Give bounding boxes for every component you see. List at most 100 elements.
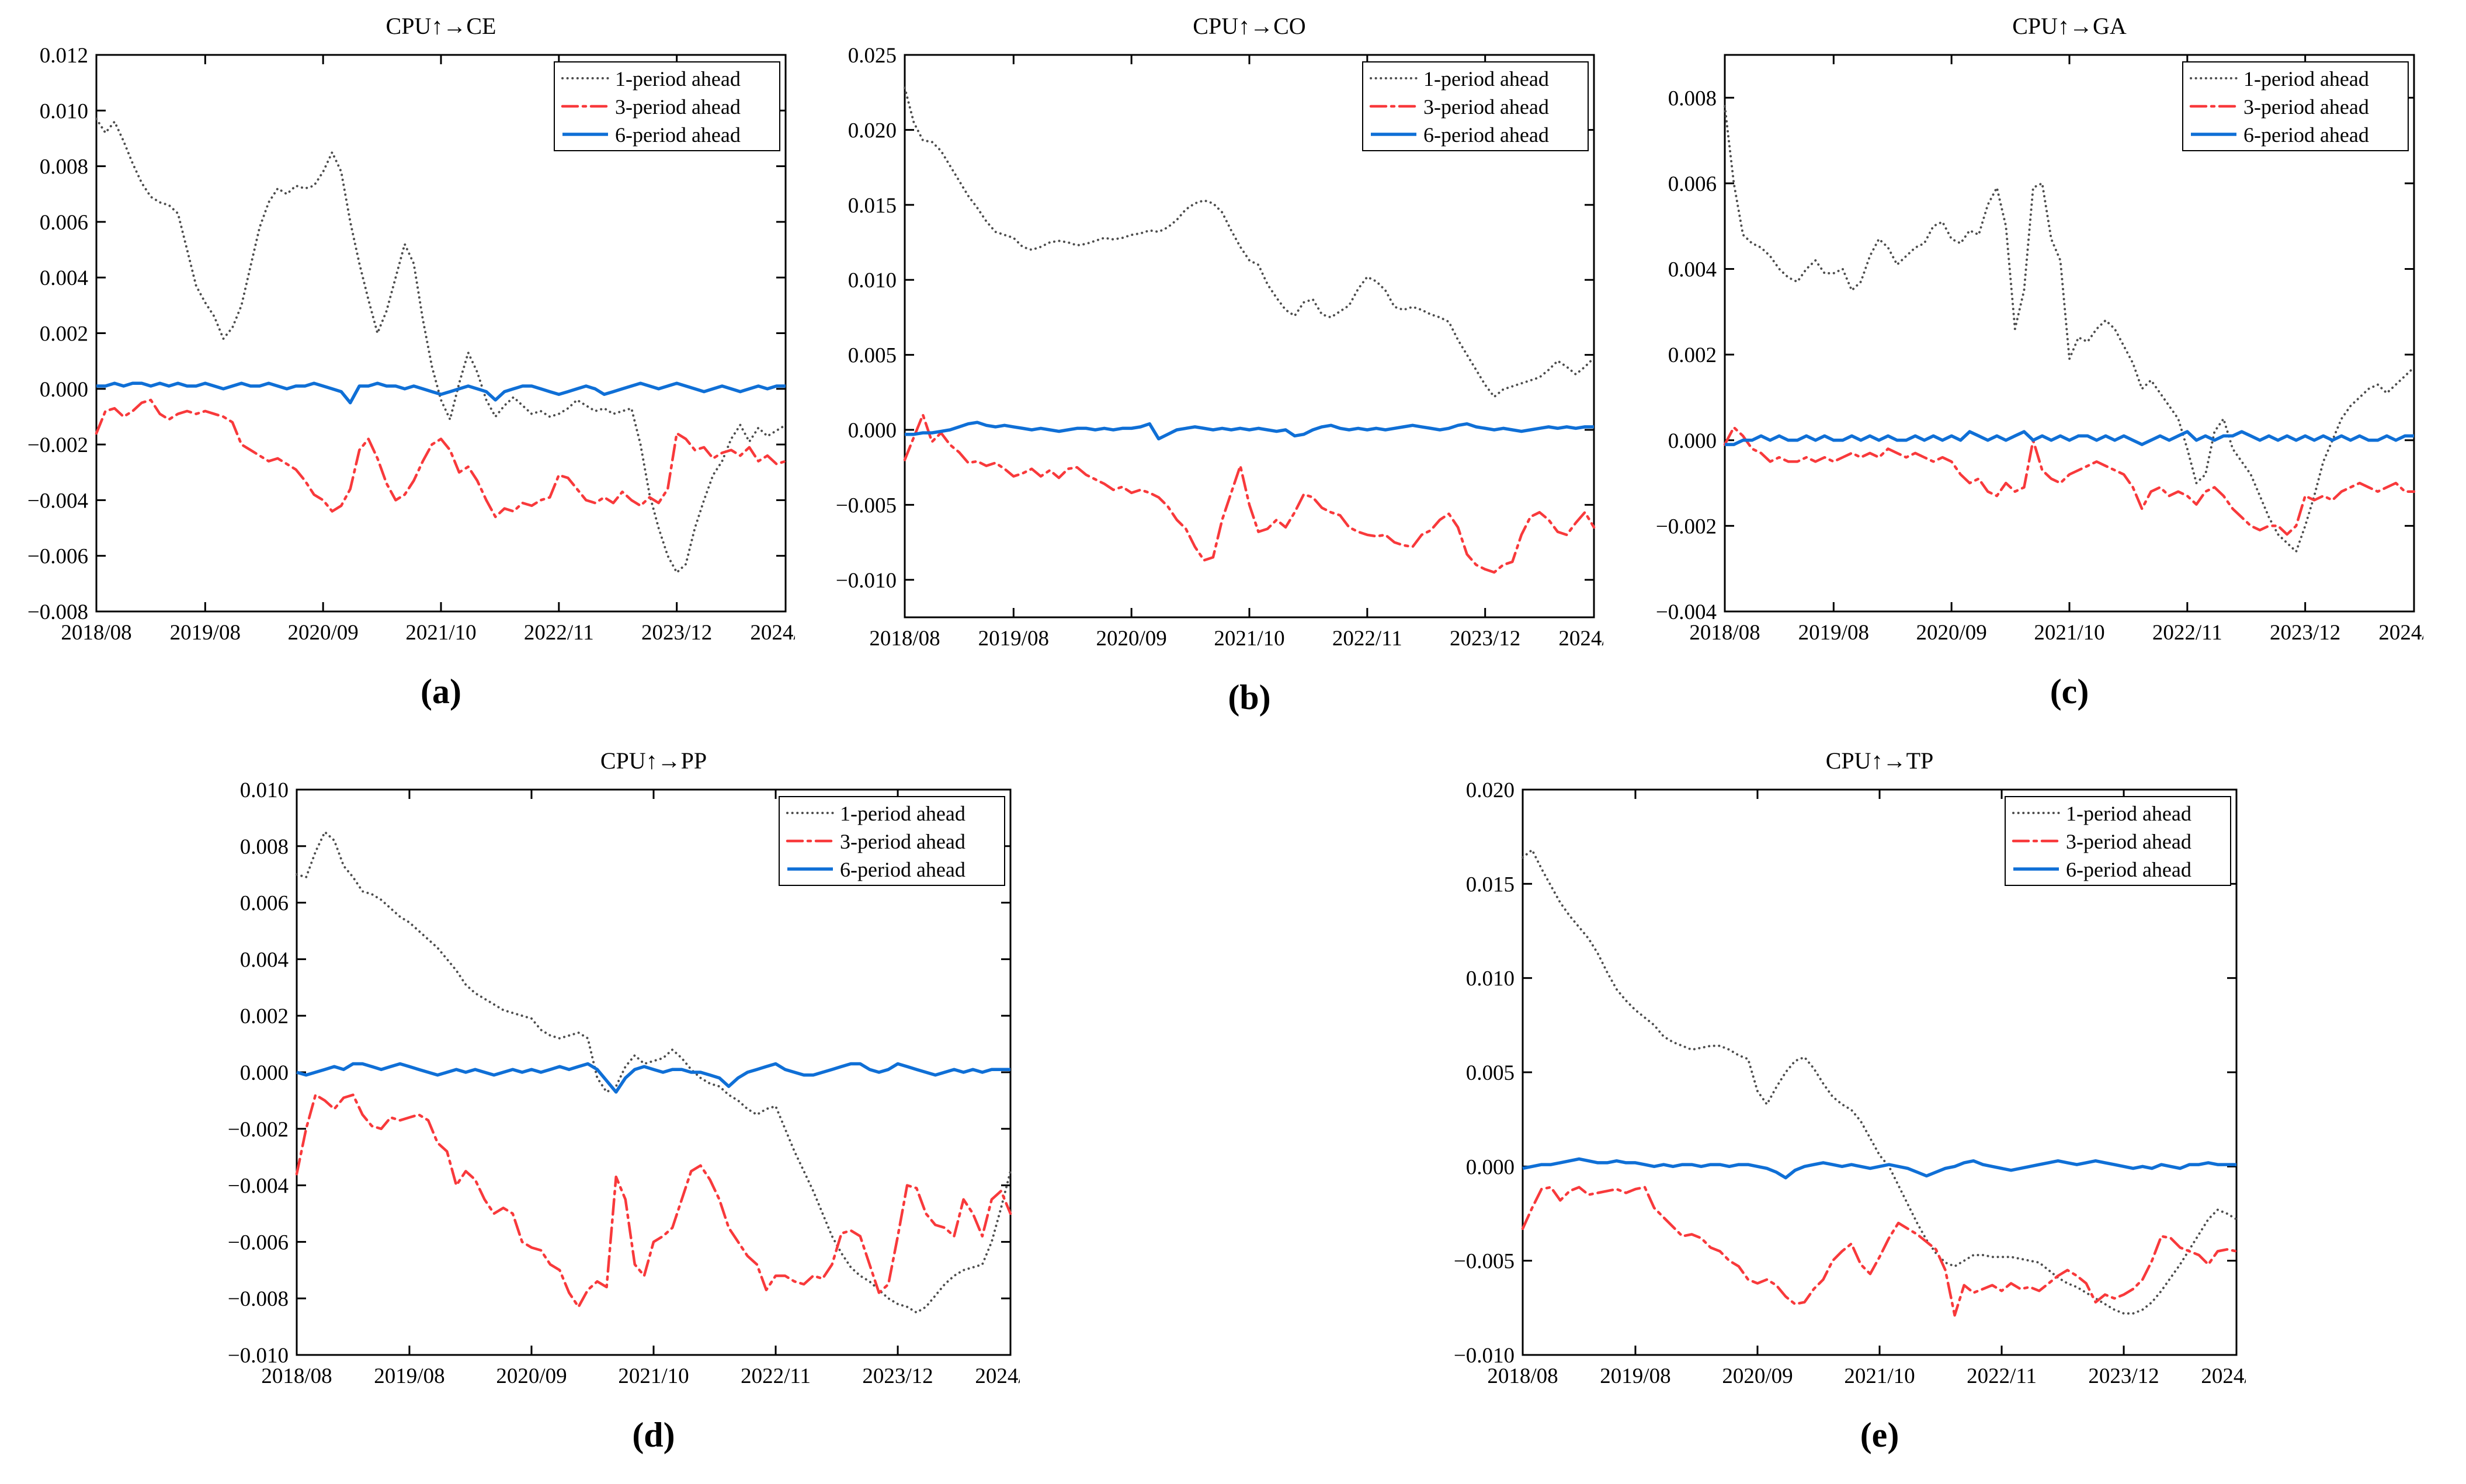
y-tick-label: −0.005 — [1454, 1250, 1515, 1274]
y-tick-label: 0.012 — [40, 44, 88, 68]
y-tick-label: 0.008 — [40, 155, 88, 179]
y-tick-label: −0.010 — [1454, 1344, 1515, 1368]
series-1-period-ahead-line — [95, 117, 787, 574]
y-tick-label: 0.010 — [40, 99, 88, 123]
y-tick-label: 0.000 — [848, 419, 897, 443]
series-3-period-ahead-line — [1723, 426, 2416, 536]
y-tick-label: 0.008 — [1668, 86, 1717, 110]
x-tick-label: 2020/09 — [1722, 1364, 1793, 1388]
x-tick-label: 2019/08 — [170, 621, 241, 645]
x-tick-label: 2023/12 — [1450, 627, 1520, 651]
legend-label: 1-period ahead — [1423, 67, 1549, 91]
chart-c-canvas: CPU↑→GA 0.008 0.006 0.004 0.002 0.000 −0.002 −0… — [1631, 0, 2450, 662]
series-6-period-ahead-line — [1725, 430, 2414, 446]
x-tick-label: 2020/09 — [288, 621, 359, 645]
x-tick-label: 2024/12 — [1558, 627, 1603, 651]
y-tick-label: −0.004 — [1656, 600, 1717, 624]
legend: 1-period ahead 3-period ahead 6-period ahe… — [2005, 796, 2231, 886]
chart-e-canvas: CPU↑→TP 0.020 0.015 0.010 0.005 0.000 −0.005 −0… — [1429, 735, 2272, 1406]
y-tick-label: 0.015 — [1466, 873, 1515, 896]
y-tick-label: 0.025 — [848, 44, 897, 68]
legend-label: 1-period ahead — [2066, 802, 2191, 825]
x-tick-label: 2020/09 — [496, 1364, 567, 1388]
chart-b-plot: CPU↑→CO 0.025 0.020 0.015 0.010 0.005 0.000 −0.… — [836, 13, 1630, 651]
y-tick-label: 0.002 — [1668, 343, 1717, 367]
series-1-period-ahead-line — [1522, 849, 2238, 1315]
y-tick-label: −0.010 — [836, 569, 897, 593]
legend-label: 6-period ahead — [615, 123, 741, 147]
x-tick-label: 2021/10 — [1214, 627, 1284, 651]
chart-title: CPU↑→TP — [1826, 748, 1934, 774]
x-tick-label: 2022/11 — [1332, 627, 1402, 651]
x-tick-label: 2024/12 — [975, 1364, 1020, 1388]
series-6-period-ahead-line — [296, 1062, 1010, 1094]
x-tick-label: 2018/08 — [261, 1364, 332, 1388]
y-tick-label: 0.005 — [1466, 1061, 1515, 1085]
legend-label: 6-period ahead — [2243, 123, 2369, 147]
chart-title: CPU↑→CO — [1193, 13, 1305, 39]
legend-label: 1-period ahead — [840, 802, 965, 825]
y-tick-label: 0.006 — [240, 892, 289, 916]
x-tick-label: 2022/11 — [741, 1364, 811, 1388]
chart-b-canvas: CPU↑→CO 0.025 0.020 0.015 0.010 0.005 0.000 −0.… — [811, 0, 1630, 668]
y-tick-label: 0.000 — [1668, 429, 1717, 453]
legend: 1-period ahead 3-period ahead 6-period ahe… — [554, 61, 780, 151]
y-tick-label: 0.008 — [240, 835, 289, 859]
series-3-period-ahead-line — [295, 1093, 1012, 1308]
chart-d-canvas: CPU↑→PP 0.010 0.008 0.006 0.004 0.002 0.000 −0.… — [203, 735, 1046, 1406]
series-3-period-ahead-line — [95, 398, 787, 519]
y-tick-label: 0.000 — [240, 1061, 289, 1085]
chart-c-plot: CPU↑→GA 0.008 0.006 0.004 0.002 0.000 −0.002 −0… — [1656, 13, 2450, 645]
y-tick-label: 0.015 — [848, 194, 897, 218]
series-1-period-ahead-line — [904, 86, 1595, 398]
x-tick-label: 2022/11 — [1967, 1364, 2037, 1388]
x-tick-label: 2021/10 — [618, 1364, 689, 1388]
series-3-period-ahead-line — [1521, 1186, 2238, 1317]
legend-label: 1-period ahead — [2243, 67, 2369, 91]
y-tick-label: −0.008 — [228, 1287, 289, 1311]
y-tick-label: 0.010 — [848, 269, 897, 293]
x-tick-label: 2019/08 — [1798, 621, 1869, 645]
chart-d: CPU↑→PP 0.010 0.008 0.006 0.004 0.002 0.000 −0.… — [203, 735, 1046, 1455]
legend-label: 3-period ahead — [2066, 830, 2191, 853]
y-tick-label: 0.004 — [1668, 258, 1717, 282]
y-tick-label: −0.010 — [228, 1344, 289, 1368]
y-tick-label: 0.002 — [240, 1005, 289, 1028]
series-1-period-ahead-line — [1724, 105, 2415, 553]
x-tick-label: 2019/08 — [1600, 1364, 1670, 1388]
legend-label: 6-period ahead — [1423, 123, 1549, 147]
x-tick-label: 2024/12 — [750, 621, 795, 645]
chart-c-sublabel: (c) — [2050, 672, 2089, 711]
y-tick-label: −0.002 — [228, 1118, 289, 1142]
y-tick-label: −0.005 — [836, 493, 897, 517]
legend: 1-period ahead 3-period ahead 6-period ahe… — [779, 796, 1005, 886]
chart-e-plot: CPU↑→TP 0.020 0.015 0.010 0.005 0.000 −0.005 −0… — [1454, 748, 2272, 1388]
chart-e: CPU↑→TP 0.020 0.015 0.010 0.005 0.000 −0.005 −0… — [1429, 735, 2272, 1455]
chart-a: CPU↑→CE 0.012 0.010 0.008 0.006 0.004 0.002 0.0… — [3, 0, 821, 712]
chart-a-sublabel: (a) — [421, 672, 461, 711]
chart-a-canvas: CPU↑→CE 0.012 0.010 0.008 0.006 0.004 0.002 0.0… — [3, 0, 821, 662]
x-tick-label: 2023/12 — [862, 1364, 933, 1388]
y-tick-label: 0.005 — [848, 344, 897, 368]
series-1-period-ahead-line — [296, 830, 1012, 1314]
x-tick-label: 2021/10 — [2034, 621, 2104, 645]
legend-label: 3-period ahead — [2243, 95, 2369, 119]
chart-title: CPU↑→GA — [2012, 13, 2127, 39]
chart-e-sublabel: (e) — [1860, 1416, 1899, 1454]
x-tick-label: 2021/10 — [405, 621, 476, 645]
y-tick-label: −0.006 — [228, 1231, 289, 1254]
x-tick-label: 2024/12 — [2378, 621, 2423, 645]
y-tick-label: 0.000 — [40, 378, 88, 402]
x-tick-label: 2019/08 — [978, 627, 1049, 651]
x-tick-label: 2018/08 — [869, 627, 940, 651]
y-tick-label: 0.004 — [240, 948, 289, 972]
series-6-period-ahead-line — [96, 381, 786, 405]
y-tick-label: 0.010 — [1466, 967, 1515, 991]
x-tick-label: 2019/08 — [374, 1364, 444, 1388]
legend-label: 6-period ahead — [840, 858, 965, 881]
y-tick-label: 0.006 — [1668, 172, 1717, 196]
chart-d-plot: CPU↑→PP 0.010 0.008 0.006 0.004 0.002 0.000 −0.… — [228, 748, 1046, 1388]
legend-label: 6-period ahead — [2066, 858, 2191, 881]
chart-d-sublabel: (d) — [632, 1416, 675, 1454]
